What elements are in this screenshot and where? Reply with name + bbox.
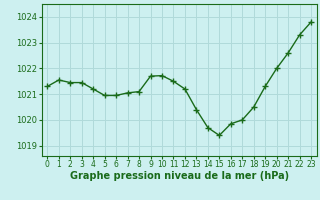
X-axis label: Graphe pression niveau de la mer (hPa): Graphe pression niveau de la mer (hPa): [70, 171, 289, 181]
